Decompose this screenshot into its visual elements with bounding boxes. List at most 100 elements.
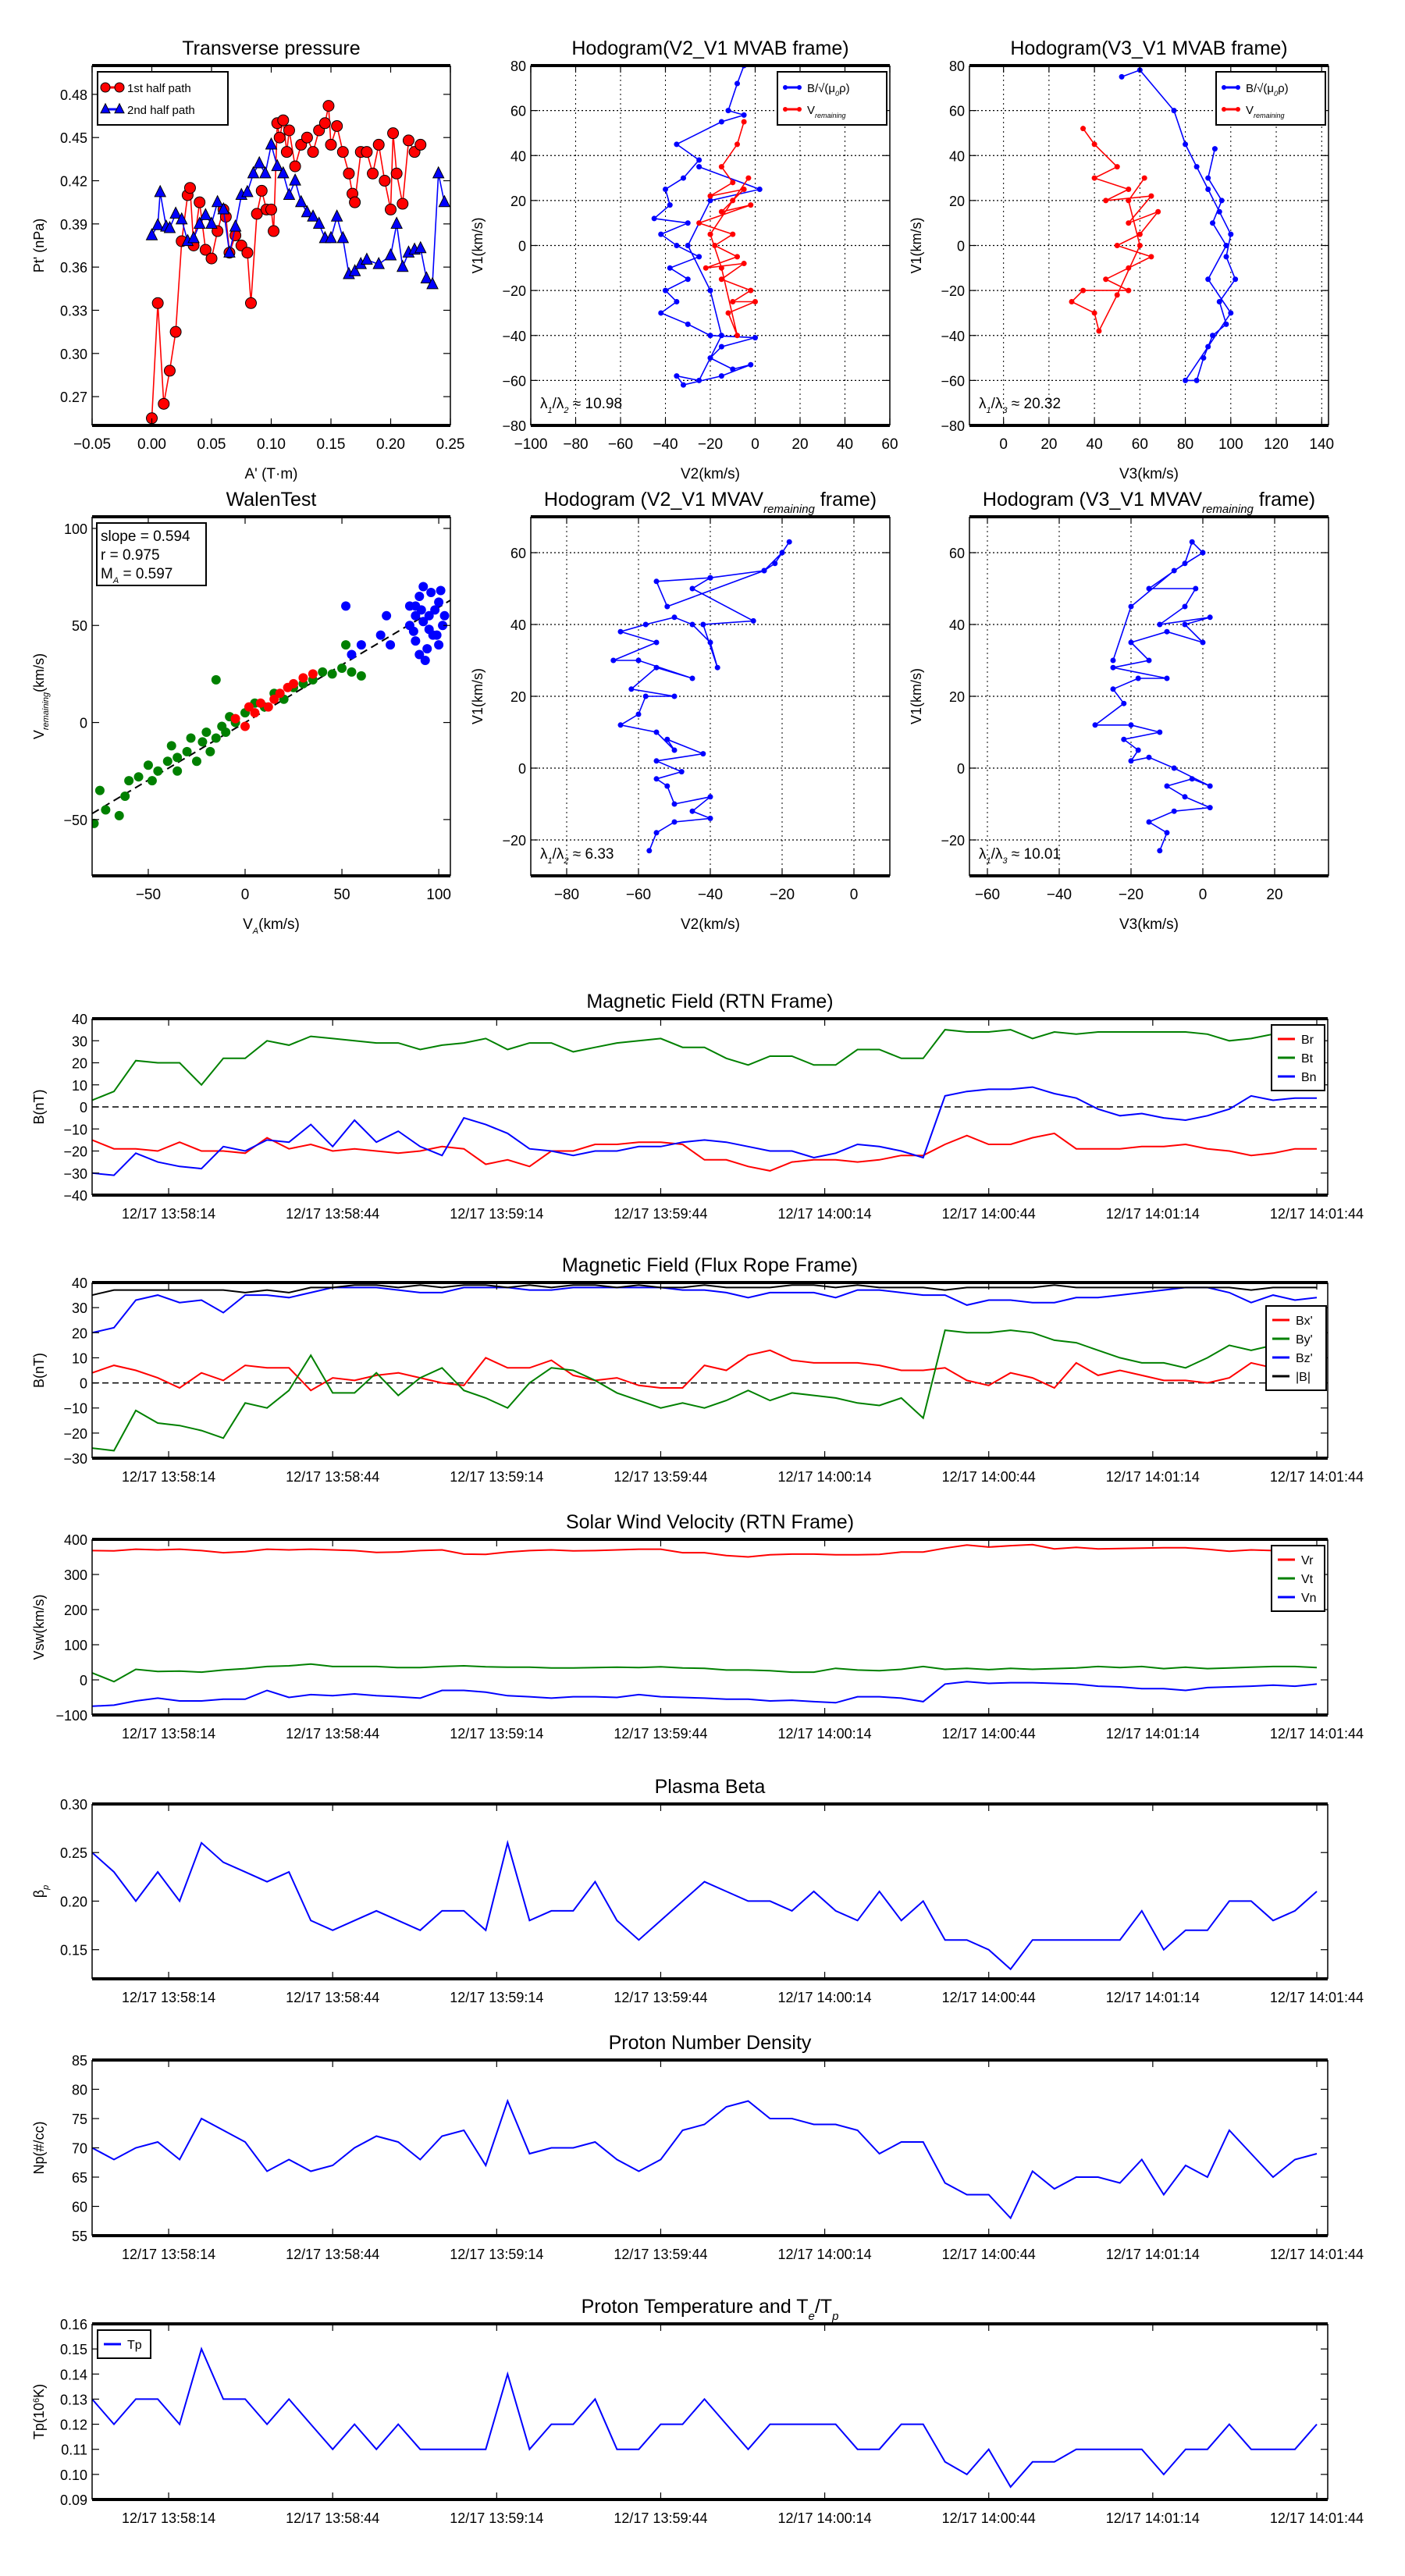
data-point	[718, 343, 724, 350]
y-tick-label: 75	[72, 2112, 87, 2127]
data-point	[658, 231, 664, 237]
data-point	[194, 196, 206, 208]
data-point	[617, 628, 624, 635]
data-point	[173, 766, 183, 776]
data-point	[404, 601, 414, 611]
data-point	[653, 830, 660, 836]
data-point	[101, 805, 111, 815]
y-tick-label: −30	[63, 1166, 87, 1182]
data-point	[1110, 686, 1116, 692]
data-point	[356, 671, 366, 681]
data-point	[681, 382, 686, 388]
data-point	[1183, 141, 1189, 148]
y-axis-label: B(nT)	[31, 1353, 47, 1388]
chart-hodogram-v2-v1-mvab: Hodogram(V2_V1 MVAB frame) −100 −80 −60 −40 −…	[470, 37, 898, 482]
y-tick-label: 0	[518, 239, 526, 254]
data-point	[1110, 657, 1116, 664]
x-tick-label: 12/17 13:58:44	[286, 1206, 379, 1222]
x-tick-label: 12/17 13:58:14	[122, 2247, 215, 2262]
legend-marker	[797, 85, 802, 90]
data-point	[718, 164, 724, 170]
data-point	[143, 760, 153, 770]
data-point	[211, 733, 221, 743]
data-point	[424, 624, 434, 635]
legend-marker	[1236, 85, 1240, 90]
data-point	[653, 578, 660, 585]
x-tick-label: 12/17 13:59:14	[450, 2247, 543, 2262]
data-point	[1135, 747, 1141, 753]
x-tick-label: 12/17 13:59:14	[450, 1990, 543, 2005]
data-point	[255, 698, 265, 708]
y-tick-label: 300	[64, 1567, 87, 1583]
data-point	[730, 180, 736, 186]
legend-label: Vn	[1301, 1592, 1317, 1605]
data-point	[438, 621, 448, 631]
data-point	[707, 231, 713, 237]
series-line	[92, 1663, 1318, 1683]
data-point	[1182, 560, 1188, 567]
data-point	[273, 131, 286, 144]
y-tick-label: 0.30	[60, 347, 87, 362]
legend: B/√(μ0ρ) Vremaining	[1215, 71, 1326, 126]
data-point	[1080, 126, 1087, 132]
data-point	[418, 617, 429, 627]
y-tick-label: 80	[72, 2083, 87, 2098]
legend-marker	[783, 85, 788, 90]
x-axis-label: V3(km/s)	[1119, 466, 1179, 482]
legend-marker	[100, 102, 111, 114]
data-point	[283, 124, 295, 137]
data-point	[420, 656, 430, 665]
data-point	[653, 664, 660, 671]
x-tick-label: 12/17 13:59:44	[614, 1990, 707, 2005]
legend-entry: Vremaining	[783, 104, 846, 119]
legend-entry: Bz'	[1272, 1352, 1313, 1365]
data-point	[685, 243, 691, 248]
data-point	[382, 610, 392, 621]
y-tick-label: 0.15	[60, 1943, 87, 1959]
data-point	[689, 585, 695, 592]
y-tick-label: 80	[949, 59, 965, 74]
y-axis-label: V1(km/s)	[909, 668, 924, 724]
y-tick-label: −30	[63, 1451, 87, 1467]
data-point	[1189, 539, 1195, 545]
data-point	[718, 119, 724, 125]
x-tick-label: −80	[554, 887, 579, 903]
fit-statistic: r = 0.975	[101, 547, 160, 564]
data-point	[1126, 220, 1132, 226]
y-tick-label: 60	[949, 546, 965, 561]
plot-area	[92, 1543, 1318, 1707]
data-point	[1193, 377, 1200, 383]
data-point	[205, 746, 215, 756]
y-tick-label: 65	[72, 2170, 87, 2186]
data-point	[642, 621, 649, 628]
data-point	[1114, 243, 1120, 248]
data-point	[707, 355, 713, 361]
data-point	[307, 146, 319, 158]
x-tick-label: 12/17 14:01:14	[1106, 1206, 1200, 1222]
data-point	[718, 208, 724, 215]
y-tick-label: 0	[518, 761, 526, 777]
y-tick-label: 60	[510, 546, 526, 561]
x-tick-label: 12/17 13:59:14	[450, 1206, 543, 1222]
x-tick-label: −40	[1047, 887, 1072, 903]
data-point	[1114, 164, 1120, 170]
x-tick-label: −20	[698, 436, 723, 453]
data-point	[1223, 243, 1229, 248]
data-point	[114, 810, 124, 820]
data-point	[163, 220, 176, 233]
data-point	[786, 539, 792, 545]
fit-statistic: slope = 0.594	[101, 528, 190, 545]
x-tick-label: 12/17 14:00:44	[942, 2510, 1036, 2526]
series-bx-	[92, 1349, 1318, 1392]
eigenvalue-ratio-annotation: λ1/λ3 ≈ 10.01	[979, 846, 1061, 866]
series-line	[92, 2098, 1318, 2220]
data-point	[424, 610, 434, 621]
data-point	[1126, 186, 1132, 192]
data-point	[696, 220, 702, 226]
chart-hodogram-v3-v1-mvab: Hodogram(V3_V1 MVAB frame) 0 20 40 60 80 100 12…	[909, 37, 1334, 482]
data-point	[667, 265, 673, 271]
plot-area	[92, 1284, 1328, 1452]
x-tick-label: 0.25	[436, 436, 465, 453]
data-point	[422, 644, 432, 654]
series-br	[92, 1132, 1317, 1172]
